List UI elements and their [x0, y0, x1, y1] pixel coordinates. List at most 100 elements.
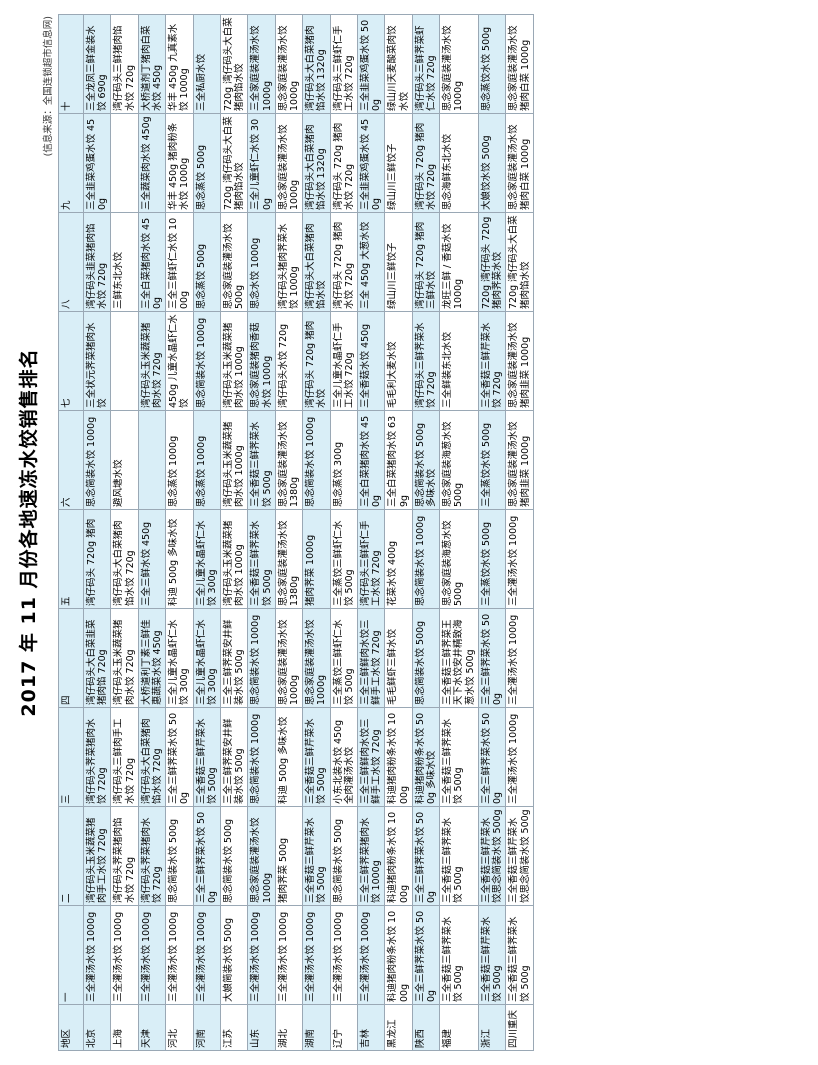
product-cell: 三全香菇三鲜芹菜水饺 500g: [478, 905, 506, 1005]
region-cell: 山东: [247, 1004, 276, 1051]
product-cell: 思念蒸饺 500g: [193, 212, 221, 312]
product-cell: 科迪猪肉粉条水饺 500g 多味水饺: [412, 707, 440, 807]
region-cell: 浙江: [478, 1004, 506, 1051]
product-cell: 三全三鲜荠菜水饺 500g: [193, 806, 221, 906]
product-cell: 思念简装水饺 500g: [330, 806, 358, 906]
table-header-row: 地区 一 二 三 四 五 六 七 八 九 十: [58, 14, 84, 1051]
product-cell: 思念简装水饺 1000g: [193, 311, 221, 411]
product-cell: 三全蒸饺三鲜虾仁水饺 500g: [330, 608, 358, 708]
region-cell: 上海: [110, 1004, 139, 1051]
table-row: 河北 三全灌汤水饺 1000g 思念简装水饺 500g 三全三鲜荠菜水饺 500g 三全…: [165, 14, 194, 1051]
product-cell: 湾仔码头猪肉荠菜水饺 1000g: [275, 212, 303, 312]
product-cell: 湾仔码头玉米蔬菜猪肉水饺 1000g: [220, 509, 248, 609]
product-cell: 三全三鲜虾仁水饺 1000g: [165, 212, 194, 312]
product-cell: 三全三鲜荠菜水饺 500g: [165, 707, 194, 807]
product-cell: 三全香菇三鲜荠菜水饺 500g: [439, 707, 479, 807]
product-cell: 思念家庭装灌汤水饺 1000g: [302, 608, 331, 708]
region-cell: 河北: [165, 1004, 194, 1051]
product-cell: 湾仔码头 720g 猪肉水饺 720g: [330, 113, 358, 213]
column-header-rank-3: 三: [58, 707, 84, 807]
product-cell: 思念简装水饺 1000g: [247, 707, 276, 807]
product-cell: 湾仔码头三鲜荠菜水饺 720g: [412, 311, 440, 411]
product-cell: 三全香菇三鲜芹菜水饺 500g: [302, 806, 331, 906]
product-cell: 三全儿童水晶虾仁水饺 300g: [193, 509, 221, 609]
product-cell: 三全龙凤三鲜金装水饺 690g: [83, 14, 111, 114]
product-cell: 三全香菇三鲜芹菜水饺思念简装水饺 500g: [505, 806, 534, 906]
product-cell: 湾仔码头 720g 猪肉水饺: [302, 311, 331, 411]
table-row: 北京 三全灌汤水饺 1000g 湾仔码头玉米蔬菜猪肉手工水饺 720g 湾仔码头荠菜猪…: [83, 14, 111, 1051]
column-header-rank-8: 八: [58, 212, 84, 312]
table-row: 吉林 三全灌汤水饺 1000g 三全三鲜荠菜猪肉水饺 1000g 三全三鲜鲜肉水饺三鲜…: [357, 14, 385, 1051]
product-cell: 科迪猪肉粉条水饺 1000g: [384, 707, 413, 807]
product-cell: 720g 湾仔码头大白菜猪肉馅水饺: [505, 212, 534, 312]
product-cell: 三全香菇水饺 450g: [357, 311, 385, 411]
table-row: 辽宁 三全灌汤水饺 1000g 思念简装水饺 500g 小东北装水饺 450g 全肉灌…: [330, 14, 358, 1051]
product-cell: 三全香菇三鲜荠菜水饺 500g: [505, 905, 534, 1005]
product-cell: 思念海鲜东北水饺: [439, 113, 479, 213]
product-cell: 三全儿童水晶虾仁水饺 300g: [165, 608, 194, 708]
column-header-rank-2: 二: [58, 806, 84, 906]
product-cell: 三全鲜装东北水饺: [439, 311, 479, 411]
product-cell: 三全韭菜鸡蛋水饺 450g: [357, 113, 385, 213]
product-cell: 三全三鲜荠菜安井鲜装水饺 500g: [220, 707, 248, 807]
product-cell: 三全私厨水饺: [193, 14, 221, 114]
product-cell: 三全香菇三鲜芹菜水饺思念简装水饺 500g: [478, 806, 506, 906]
product-cell: 思念家庭装灌汤水饺猪肉白菜 1000g: [505, 113, 534, 213]
product-cell: 思念简装水饺 1000g: [302, 410, 331, 510]
product-cell: 450g 儿童水晶虾仁水饺: [165, 311, 194, 411]
region-cell: 四川重庆: [505, 1004, 534, 1051]
table-row: 湖南 三全灌汤水饺 1000g 三全香菇三鲜芹菜水饺 500g 三全香菇三鲜芹菜水饺 …: [302, 14, 331, 1051]
product-cell: 思念简装水饺 500g 多味水饺: [412, 410, 440, 510]
source-note: (信息来源：全国连锁超市信息网): [43, 16, 54, 157]
product-cell: [138, 410, 166, 510]
product-cell: 思念家庭装灌汤水饺 1000g: [275, 14, 303, 114]
product-cell: [110, 113, 139, 213]
product-cell: 湾仔码头 720g 猪肉: [83, 509, 111, 609]
product-cell: 湾仔码头荠菜猪肉水饺 720g: [83, 707, 111, 807]
table-body: 北京 三全灌汤水饺 1000g 湾仔码头玉米蔬菜猪肉手工水饺 720g 湾仔码头荠菜猪…: [83, 14, 534, 1051]
product-cell: 三全灌汤水饺 1000g: [505, 608, 534, 708]
column-header-rank-10: 十: [58, 14, 84, 114]
product-cell: 思念简装水饺 500g: [412, 608, 440, 708]
product-cell: 三全香菇三鲜荠菜水饺 500g: [247, 509, 276, 609]
product-cell: 湾仔码头玉米蔬菜猪肉手工水饺 720g: [83, 806, 111, 906]
product-cell: 湾仔码头韭菜猪肉馅水饺 720g: [83, 212, 111, 312]
product-cell: 花菜水饺 400g: [384, 509, 413, 609]
table-row: 山东 三全灌汤水饺 1000g 思念家庭装灌汤水饺 1000g 思念简装水饺 1000…: [247, 14, 276, 1051]
product-cell: 三全灌汤水饺 1000g: [83, 905, 111, 1005]
product-cell: 三全三鲜荠菜猪肉水饺 1000g: [357, 806, 385, 906]
table-row: 湖北 三全灌汤水饺 1000g 猪肉荠菜 500g 科迪 500g 多味水饺 思念家庭装…: [275, 14, 303, 1051]
product-cell: 思念家庭装海葱水饺 500g: [439, 410, 479, 510]
product-cell: 三全灌汤水饺 1000g: [138, 905, 166, 1005]
product-cell: 绿山川三鲜饺子: [384, 113, 413, 213]
product-cell: 三全家庭装灌汤水饺 1000g: [247, 14, 276, 114]
column-header-rank-4: 四: [58, 608, 84, 708]
product-cell: 三全香菇三鲜荠菜水饺 500g: [439, 806, 479, 906]
product-cell: 三全三鲜荠菜水饺 500g: [412, 806, 440, 906]
column-header-rank-7: 七: [58, 311, 84, 411]
column-header-rank-1: 一: [58, 905, 84, 1005]
region-cell: 吉林: [357, 1004, 385, 1051]
product-cell: 科迪猪肉粉条水饺 1000g: [384, 806, 413, 906]
product-cell: 三全三鲜鲜肉水饺三鲜手工水饺 720g: [357, 707, 385, 807]
product-cell: 思念家庭装灌汤水饺 1000g: [439, 14, 479, 114]
region-cell: 河南: [193, 1004, 221, 1051]
product-cell: 三全韭菜鸡蛋水饺 500g: [357, 14, 385, 114]
product-cell: 大桥道利丁素三鲜佳惠蔬菜水饺 450g: [138, 608, 166, 708]
product-cell: 湾仔码头 720g 猪肉水饺 720g: [412, 113, 440, 213]
product-cell: 思念简装水饺 1000g: [247, 608, 276, 708]
product-cell: 三全蒸饺三鲜虾仁水饺 500g: [330, 509, 358, 609]
product-cell: 湾仔码头三鲜荠菜虾仁水饺 720g: [412, 14, 440, 114]
product-cell: 湾仔码头三鲜肉手工水饺 720g: [110, 707, 139, 807]
product-cell: 思念家庭装灌汤水饺 1380g: [275, 509, 303, 609]
product-cell: 科迪猪肉粉条水饺 1000g: [384, 905, 413, 1005]
product-cell: 湾仔码头大白菜猪肉馅水饺 720g: [138, 707, 166, 807]
product-cell: 三全灌汤水饺 1000g: [302, 905, 331, 1005]
product-cell: 思念家庭装猪肉香菇水饺 1000g: [247, 311, 276, 411]
product-cell: 思念简装水饺 1000g: [412, 509, 440, 609]
product-cell: 三全灌汤水饺 1000g: [357, 905, 385, 1005]
product-cell: 三全蒸饺水饺 500g: [478, 410, 506, 510]
product-cell: 思念蒸饺 1000g: [165, 410, 194, 510]
product-cell: 三全灌汤水饺 1000g: [165, 905, 194, 1005]
table-row: 上海 三全灌汤水饺 1000g 湾仔码头荠菜猪肉馅水饺 720g 湾仔码头三鲜肉手工水…: [110, 14, 139, 1051]
